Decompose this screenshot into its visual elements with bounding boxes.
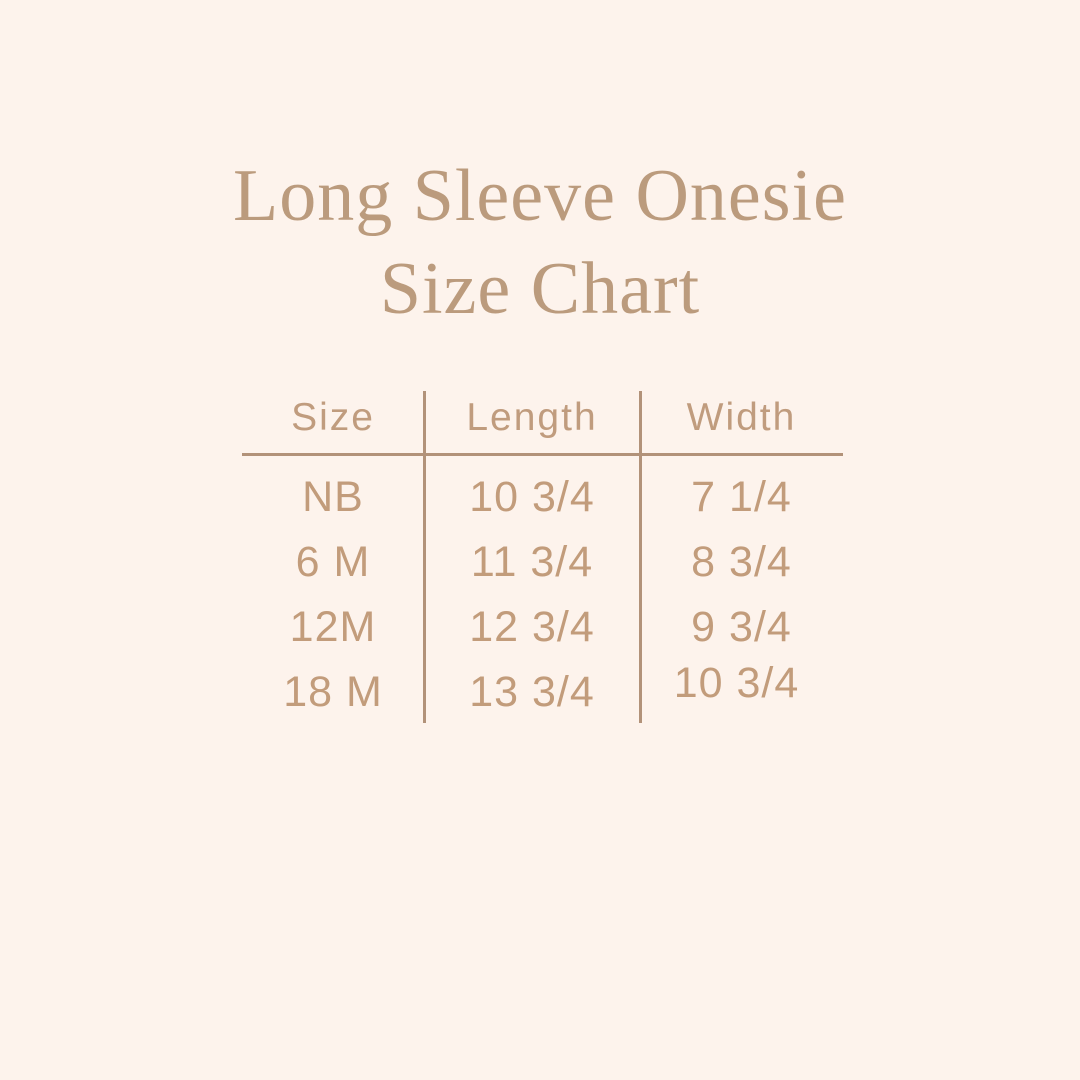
page-title: Long Sleeve Onesie Size Chart <box>0 150 1080 336</box>
column-header-length: Length <box>466 396 598 439</box>
cell-width: 10 3/4 <box>673 659 800 707</box>
table-row: NB 10 3/4 7 1/4 <box>242 465 843 530</box>
size-chart-table: Size Length Width NB 10 3/4 7 1/4 6 M 11… <box>242 385 843 725</box>
cell-size: NB <box>302 473 364 521</box>
table-body: NB 10 3/4 7 1/4 6 M 11 3/4 8 3/4 12M 12 … <box>242 451 843 725</box>
cell-length: 13 3/4 <box>469 668 595 716</box>
cell-size: 12M <box>289 603 377 651</box>
column-header-width: Width <box>686 396 797 439</box>
table-header-row: Size Length Width <box>242 385 843 451</box>
table-row: 6 M 11 3/4 8 3/4 <box>242 530 843 595</box>
cell-length: 12 3/4 <box>469 603 595 651</box>
header-divider-line <box>242 453 843 456</box>
table-row: 18 M 13 3/4 10 3/4 <box>242 659 843 725</box>
column-divider-line-2 <box>639 391 642 723</box>
column-header-size: Size <box>291 396 375 439</box>
cell-width: 9 3/4 <box>691 603 792 651</box>
cell-size: 6 M <box>295 538 371 586</box>
title-line-1: Long Sleeve Onesie <box>233 155 847 237</box>
column-divider-line-1 <box>423 391 426 723</box>
cell-length: 10 3/4 <box>469 473 595 521</box>
cell-width: 8 3/4 <box>691 538 792 586</box>
cell-width: 7 1/4 <box>691 473 792 521</box>
table-row: 12M 12 3/4 9 3/4 <box>242 595 843 660</box>
cell-size: 18 M <box>283 668 383 716</box>
title-line-2: Size Chart <box>379 248 701 330</box>
cell-length: 11 3/4 <box>470 538 594 586</box>
